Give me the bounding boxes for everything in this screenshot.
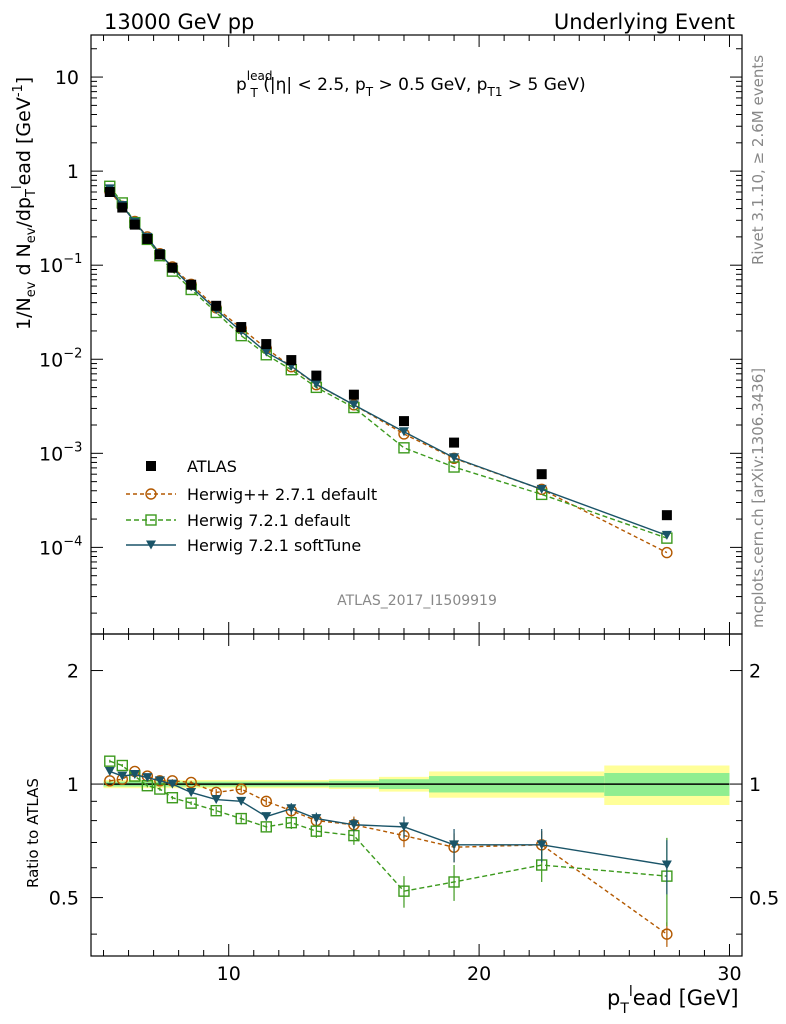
atlas-point: [104, 186, 115, 197]
legend-marker: [145, 514, 157, 526]
y-tick-label: 10−2: [39, 346, 82, 371]
ratio-point: [398, 885, 410, 897]
legend: ATLAS Herwig++ 2.7.1 default Herwig 7.2.1 …: [126, 457, 377, 555]
data-point: [661, 546, 673, 559]
legend-label: ATLAS: [187, 457, 237, 476]
ratio-frame: [90, 633, 743, 957]
atlas-point: [286, 355, 297, 366]
ratio-point: [448, 876, 460, 888]
ratio-point: [154, 775, 166, 787]
y-tick-label: 10−1: [39, 252, 82, 277]
atlas-point: [311, 370, 322, 381]
ratio-point: [167, 779, 178, 789]
atlas-point: [536, 469, 547, 480]
rivet-label: Rivet 3.1.10, ≥ 2.6M events: [749, 55, 767, 265]
data-point: [449, 453, 460, 463]
atlas-point: [261, 339, 272, 350]
y-tick-label: 10: [55, 67, 79, 89]
ratio-point: [661, 860, 672, 870]
ratio-y-tick-label-left: 2: [67, 661, 79, 683]
ratio-point: [348, 820, 359, 830]
mcplots-label: mcplots.cern.ch [arXiv:1306.3436]: [749, 368, 767, 628]
ratio-y-tick-label-left: 0.5: [49, 888, 79, 910]
legend-label: Herwig++ 2.7.1 default: [187, 485, 377, 504]
data-point: [536, 484, 547, 494]
ratio-y-tick-label-right: 1: [749, 774, 761, 796]
ratio-point: [235, 783, 247, 795]
legend-label: Herwig 7.2.1 softTune: [187, 536, 361, 555]
ratio-y-tick-label-right: 0.5: [749, 888, 779, 910]
atlas-point: [398, 416, 409, 427]
data-point: [261, 347, 272, 357]
ratio-point: [166, 792, 179, 804]
ratio-point: [536, 840, 547, 850]
analysis-id: ATLAS_2017_I1509919: [337, 593, 497, 609]
ratio-point: [186, 787, 197, 797]
ratio-point: [185, 776, 197, 789]
data-point: [348, 400, 359, 410]
atlas-point: [236, 322, 247, 333]
ratio-point: [104, 755, 116, 767]
data-point: [311, 379, 322, 389]
ratio-point: [286, 804, 297, 814]
y-tick-label: 10−4: [39, 534, 82, 559]
legend-marker: [146, 461, 156, 471]
x-tick-label: 30: [717, 963, 741, 985]
ratio-point: [236, 796, 247, 806]
atlas-point: [167, 262, 178, 273]
ratio-point: [185, 797, 197, 809]
ratio-point: [142, 773, 153, 783]
data-point: [398, 442, 410, 454]
atlas-point: [154, 249, 165, 260]
ratio-point: [116, 759, 128, 772]
ratio-y-tick-label-right: 2: [749, 661, 761, 683]
data-point: [661, 530, 672, 540]
main-panel: 10 1 10−1 10−2 10−3 10−4: [39, 34, 743, 646]
plot-title: plead T (|η| < 2.5, pT > 0.5 GeV, pT1 > 5…: [236, 69, 586, 100]
ratio-point: [235, 812, 247, 825]
data-point: [398, 427, 409, 437]
ratio-point: [310, 825, 323, 837]
x-tick-label: 20: [467, 963, 491, 985]
x-tick-label: 10: [217, 963, 241, 985]
ratio-point: [398, 822, 409, 832]
series-line: [109, 188, 668, 537]
y-axis-label-ratio: Ratio to ATLAS: [24, 778, 42, 888]
ratio-point: [285, 816, 298, 829]
ratio-panel: 10 20 30 2 2 1 1 0.5 0.5: [49, 633, 779, 985]
ratio-point: [661, 928, 673, 940]
y-axis-label-main: 1/Nev d Nev/dpTlead [GeV-1]: [10, 77, 39, 330]
ratio-point: [311, 814, 322, 824]
ratio-point: [154, 776, 165, 786]
atlas-point: [129, 219, 140, 230]
ratio-y-tick-label-left: 1: [67, 774, 79, 796]
y-tick-label: 10−3: [39, 440, 82, 465]
y-tick-label: 1: [67, 161, 79, 183]
ratio-point: [449, 840, 460, 850]
ratio-point: [129, 770, 140, 780]
ratio-point: [104, 766, 115, 776]
header-left: 13000 GeV pp: [104, 10, 254, 34]
atlas-point: [142, 233, 153, 244]
legend-marker: [145, 488, 157, 500]
legend-label: Herwig 7.2.1 default: [187, 511, 350, 530]
atlas-point: [449, 437, 460, 448]
ratio-point: [260, 821, 272, 833]
ratio-point: [210, 804, 222, 817]
ratio-point: [117, 771, 128, 781]
atlas-point: [186, 279, 197, 290]
atlas-point: [661, 510, 672, 521]
ratio-point: [261, 812, 272, 822]
ratio-point: [211, 795, 222, 805]
legend-marker: [146, 540, 156, 550]
atlas-point: [211, 300, 222, 311]
x-axis-label: pTlead [GeV]: [607, 984, 739, 1017]
atlas-point: [117, 202, 128, 213]
ratio-point: [260, 795, 272, 808]
atlas-point: [348, 389, 359, 400]
header-right: Underlying Event: [554, 10, 735, 34]
